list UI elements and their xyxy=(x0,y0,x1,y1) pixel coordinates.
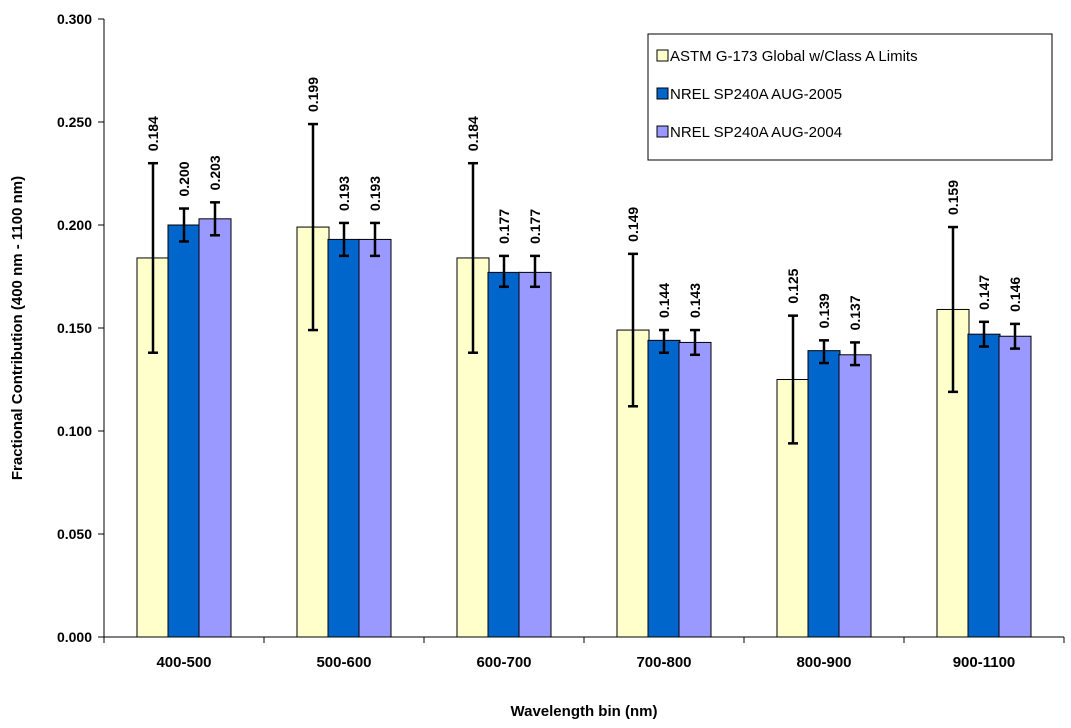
legend-box xyxy=(647,33,1053,161)
x-tick-label: 800-900 xyxy=(796,654,851,671)
y-tick-label: 0.250 xyxy=(57,114,92,130)
y-tick-label: 0.150 xyxy=(57,320,92,336)
legend-swatch xyxy=(656,125,669,138)
bar xyxy=(807,350,841,638)
bar xyxy=(358,238,392,638)
bar xyxy=(167,224,201,638)
data-label: 0.147 xyxy=(976,275,992,310)
data-label: 0.193 xyxy=(336,176,352,211)
bar xyxy=(647,339,681,638)
data-label: 0.184 xyxy=(145,116,161,151)
data-label: 0.193 xyxy=(367,176,383,211)
bar xyxy=(678,341,712,638)
bar xyxy=(136,257,170,638)
data-label: 0.159 xyxy=(945,180,961,215)
y-tick-label: 0.000 xyxy=(57,629,92,645)
data-label: 0.137 xyxy=(847,295,863,330)
plot-area: 0.000 0.050 0.100 0.150 0.200 0.250 0.300 400-5… xyxy=(9,11,1065,720)
data-label: 0.143 xyxy=(687,283,703,318)
data-label: 0.149 xyxy=(625,207,641,242)
y-axis-title: Fractional Contribution (400 nm - 1100 n… xyxy=(9,176,26,480)
data-label: 0.146 xyxy=(1007,277,1023,312)
bar xyxy=(518,271,552,638)
bar xyxy=(487,271,521,638)
legend-swatch xyxy=(656,49,669,62)
data-label: 0.184 xyxy=(465,116,481,151)
y-tick-label: 0.100 xyxy=(57,423,92,439)
x-tick-label: 600-700 xyxy=(476,654,531,671)
x-tick-label: 500-600 xyxy=(316,654,371,671)
y-tick-label: 0.200 xyxy=(57,217,92,233)
x-tick-label: 900-1100 xyxy=(953,654,1016,671)
bar xyxy=(998,335,1032,638)
data-label: 0.200 xyxy=(176,161,192,196)
data-label: 0.139 xyxy=(816,293,832,328)
data-label: 0.125 xyxy=(785,268,801,303)
bar xyxy=(198,218,232,638)
x-tick-label: 400-500 xyxy=(156,654,211,671)
y-tick-label: 0.050 xyxy=(57,526,92,542)
bar xyxy=(327,238,361,638)
x-tick-label: 700-800 xyxy=(636,654,691,671)
legend-label: ASTM G-173 Global w/Class A Limits xyxy=(670,48,918,65)
legend-swatch xyxy=(656,87,669,100)
data-label: 0.144 xyxy=(656,283,672,318)
x-axis-title: Wavelength bin (nm) xyxy=(511,703,658,720)
data-label: 0.177 xyxy=(527,209,543,244)
data-label: 0.199 xyxy=(305,77,321,112)
data-label: 0.177 xyxy=(496,209,512,244)
legend-label: NREL SP240A AUG-2004 xyxy=(670,124,842,141)
y-tick-label: 0.300 xyxy=(57,11,92,27)
data-label: 0.203 xyxy=(207,155,223,190)
legend-label: NREL SP240A AUG-2005 xyxy=(670,86,842,103)
bar xyxy=(967,333,1001,638)
bar xyxy=(838,354,872,638)
